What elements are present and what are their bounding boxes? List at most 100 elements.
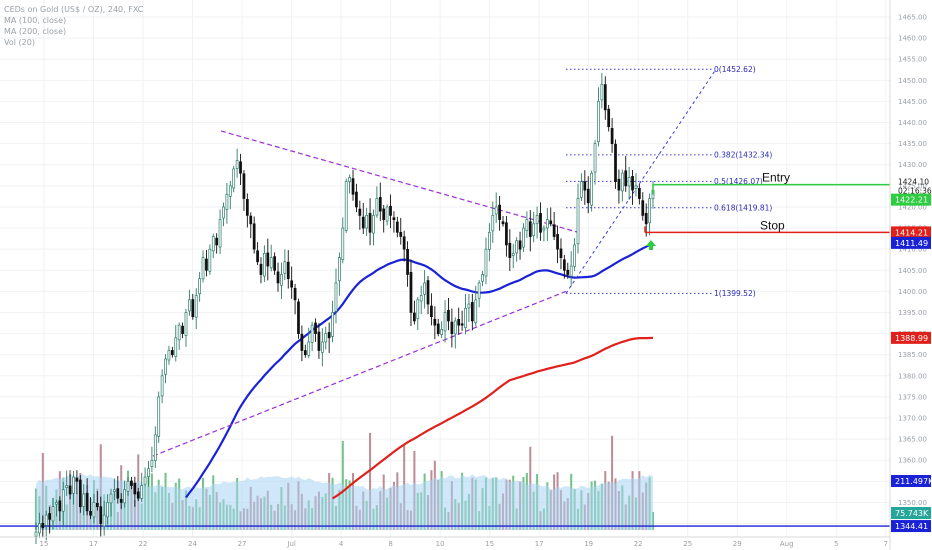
candle-body <box>276 271 280 284</box>
volume-badge-bg <box>891 507 931 519</box>
candle-body <box>263 253 266 277</box>
candle-body <box>542 227 546 231</box>
candle-body <box>453 320 457 335</box>
candle-body <box>331 312 334 337</box>
candle-body <box>297 301 300 334</box>
candle-body <box>607 108 611 128</box>
price-tick-label: 1350.00 <box>898 499 927 507</box>
candle-body <box>348 177 351 183</box>
candle-body <box>597 101 600 143</box>
candle-body <box>375 198 379 216</box>
descending-trendline <box>220 130 579 233</box>
candle-body <box>614 143 617 182</box>
candle-body <box>123 489 127 504</box>
candle-body <box>406 248 409 275</box>
candles <box>34 72 655 545</box>
hline-price-badge: 1344.41 <box>895 522 928 531</box>
hline-price-badge-bg <box>891 520 931 533</box>
candle-body <box>481 274 484 282</box>
legend-ma200[interactable]: MA (200, close) <box>4 27 67 36</box>
candle-body <box>116 488 120 499</box>
candle-body <box>208 248 212 272</box>
candle-body <box>644 212 648 225</box>
candle-body <box>239 161 242 174</box>
candle-body <box>249 215 253 225</box>
candle-body <box>55 502 58 505</box>
price-tick-label: 1400.00 <box>898 288 927 296</box>
candle-body <box>416 299 420 319</box>
candle-body <box>266 252 270 267</box>
trade-zones: Entry Stop <box>644 171 890 250</box>
candle-body <box>474 299 478 324</box>
price-tick-label: 1375.00 <box>898 393 927 401</box>
candle-body <box>273 256 276 271</box>
candle-body <box>225 193 229 210</box>
candle-body <box>41 523 45 529</box>
candle-body <box>624 170 628 187</box>
candle-body <box>413 312 416 322</box>
candle-body <box>170 350 174 356</box>
legend-volume[interactable]: Vol (20) <box>4 38 35 47</box>
chart-legend: CEDs on Gold (US$ / OZ), 240, FXC MA (10… <box>4 4 143 48</box>
candle-body <box>491 215 495 232</box>
candle-body <box>167 350 171 361</box>
candle-body <box>372 215 375 234</box>
candle-body <box>351 178 355 195</box>
trend-lines <box>152 68 717 457</box>
volume-ma-badge: 211.497K <box>895 477 932 486</box>
candle-body <box>580 181 583 198</box>
countdown-label: 02:16:36 <box>898 187 932 196</box>
price-tick-label: 1460.00 <box>898 35 927 43</box>
candle-body <box>508 242 512 258</box>
price-tick-label: 1380.00 <box>898 372 927 380</box>
price-tick-label: 1425.00 <box>898 182 927 190</box>
volume-ma-area-shape <box>36 474 653 530</box>
ma100-price-badge: 1411.49 <box>895 239 928 248</box>
candle-body <box>450 321 454 334</box>
candle-body <box>392 217 396 220</box>
candle-body <box>573 244 576 267</box>
price-tick-label: 1450.00 <box>898 77 927 85</box>
time-tick-label: 10 <box>436 540 445 548</box>
candle-body <box>566 269 570 275</box>
candle-body <box>211 236 215 252</box>
candle-body <box>440 329 444 335</box>
candle-body <box>174 337 178 357</box>
time-tick-label: 5 <box>834 540 838 548</box>
time-tick-label: 7 <box>884 540 888 548</box>
candle-body <box>610 128 614 144</box>
candle-body <box>600 84 604 101</box>
candle-body <box>358 208 362 216</box>
candle-body <box>501 221 505 225</box>
candle-body <box>256 250 259 263</box>
candle-body <box>528 221 532 237</box>
legend-title[interactable]: CEDs on Gold (US$ / OZ), 240, FXC <box>4 5 144 14</box>
candle-body <box>198 278 201 295</box>
candle-body <box>194 295 198 318</box>
candle-body <box>252 223 256 250</box>
entry-label: Entry <box>762 171 790 185</box>
moving-averages <box>0 241 890 527</box>
candle-body <box>464 307 467 328</box>
time-tick-label: 15 <box>40 540 49 548</box>
candle-body <box>389 205 392 216</box>
candle-body <box>300 333 304 351</box>
candle-body <box>505 222 508 246</box>
candle-body <box>402 236 406 250</box>
time-tick-label: 22 <box>139 540 148 548</box>
candle-body <box>38 523 41 534</box>
candle-body <box>627 177 631 187</box>
candle-body <box>188 299 191 312</box>
price-tick-label: 1395.00 <box>898 309 927 317</box>
legend-ma100[interactable]: MA (100, close) <box>4 16 67 25</box>
candle-body <box>324 333 328 343</box>
candle-body <box>314 322 317 334</box>
fib-level-label: 0.5(1426.07) <box>714 177 763 186</box>
candle-body <box>569 265 573 277</box>
candle-body <box>419 295 423 302</box>
candle-body <box>549 220 553 225</box>
time-tick-label: 24 <box>188 540 197 548</box>
candle-body <box>191 299 195 318</box>
candle-body <box>280 274 283 286</box>
